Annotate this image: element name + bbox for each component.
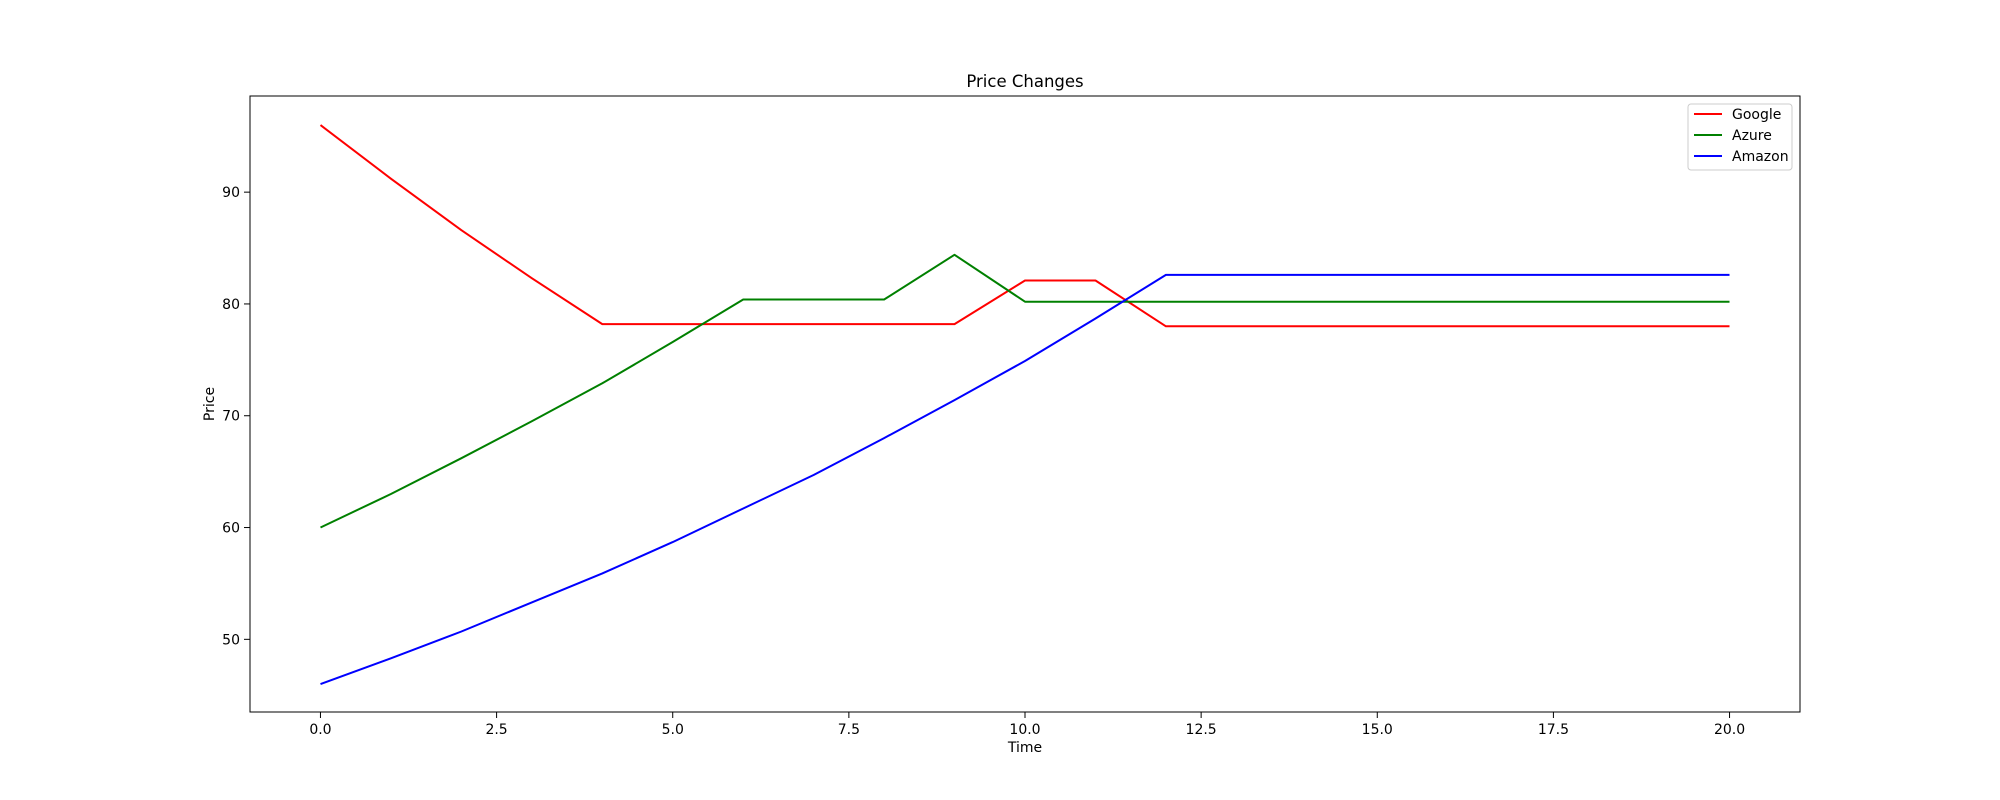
y-axis-label: Price xyxy=(202,387,218,421)
x-tick-label: 20.0 xyxy=(1714,722,1745,738)
x-tick-label: 12.5 xyxy=(1186,722,1217,738)
y-tick-label: 80 xyxy=(222,297,240,313)
y-tick-label: 70 xyxy=(222,409,240,425)
series-line-azure xyxy=(320,253,1730,529)
x-axis: 0.0 2.5 5.0 7.5 10.0 12.5 15.0 17.5 20.0 xyxy=(309,712,1745,738)
legend-label-amazon: Amazon xyxy=(1732,149,1789,165)
legend-frame xyxy=(1687,103,1793,171)
legend-label-google: Google xyxy=(1732,107,1781,123)
legend-label-azure: Azure xyxy=(1732,128,1772,144)
x-tick-label: 10.0 xyxy=(1009,722,1040,738)
x-tick-label: 7.5 xyxy=(838,722,860,738)
chart-title: Price Changes xyxy=(966,72,1083,91)
x-tick-label: 5.0 xyxy=(662,722,684,738)
series-layer xyxy=(319,124,1730,686)
y-tick-label: 60 xyxy=(222,521,240,537)
y-axis: 50 60 70 80 90 xyxy=(222,185,250,648)
series-line-amazon xyxy=(320,273,1730,686)
x-axis-label: Time xyxy=(1007,740,1042,756)
legend: Google Azure Amazon xyxy=(1687,103,1793,171)
y-tick-label: 90 xyxy=(222,185,240,201)
x-tick-label: 17.5 xyxy=(1538,722,1569,738)
x-tick-label: 15.0 xyxy=(1362,722,1393,738)
x-tick-label: 2.5 xyxy=(485,722,507,738)
y-tick-label: 50 xyxy=(222,632,240,648)
x-tick-label: 0.0 xyxy=(309,722,331,738)
series-line-google xyxy=(319,124,1730,328)
